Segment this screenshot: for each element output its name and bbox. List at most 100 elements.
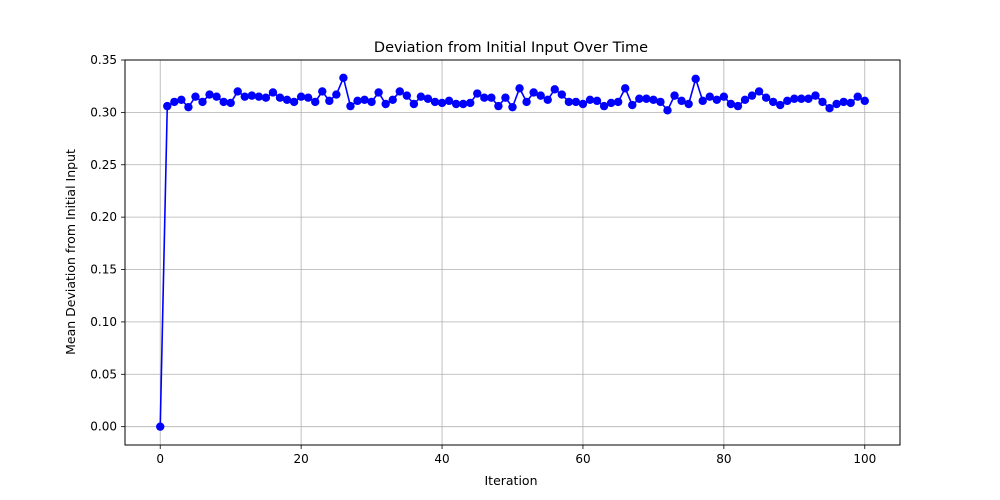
data-point <box>480 93 489 102</box>
y-tick-label: 0.05 <box>90 367 117 381</box>
data-point <box>670 91 679 100</box>
data-point <box>818 97 827 107</box>
data-point <box>381 99 390 109</box>
data-point <box>494 101 503 111</box>
data-point <box>606 98 616 108</box>
data-point <box>458 99 468 109</box>
data-point <box>451 99 461 109</box>
data-point <box>325 96 334 106</box>
y-tick-label: 0.15 <box>90 263 117 277</box>
data-point <box>261 93 271 102</box>
data-point <box>191 92 200 101</box>
data-point <box>790 94 799 103</box>
data-point <box>163 101 172 111</box>
y-tick-label: 0.20 <box>90 210 117 224</box>
data-point <box>740 95 750 105</box>
y-axis-label: Mean Deviation from Initial Input <box>63 149 78 355</box>
y-tick-label: 0.30 <box>90 105 117 119</box>
x-tick-label: 0 <box>156 452 164 466</box>
data-point <box>783 96 792 106</box>
data-point <box>621 84 630 93</box>
data-point <box>529 88 538 97</box>
y-tick-label: 0.35 <box>90 53 117 67</box>
data-point <box>487 93 496 102</box>
data-point <box>698 96 707 106</box>
data-point <box>571 97 581 107</box>
data-point <box>374 88 383 97</box>
data-point <box>585 95 595 105</box>
x-tick-label: 40 <box>434 452 449 466</box>
x-axis-label: Iteration <box>484 473 537 488</box>
data-point <box>184 102 193 112</box>
data-point <box>684 99 693 109</box>
data-point <box>592 96 602 106</box>
data-point <box>473 89 482 98</box>
y-axis-ticks: 0.00 0.05 0.10 0.15 0.20 0.25 0.30 0.35 <box>90 53 125 434</box>
data-point <box>768 97 778 107</box>
data-point <box>712 95 722 105</box>
data-point <box>177 95 186 105</box>
data-point <box>501 93 510 102</box>
data-point <box>776 100 785 110</box>
x-tick-label: 80 <box>716 452 731 466</box>
data-point <box>311 97 320 107</box>
x-tick-label: 100 <box>853 452 876 466</box>
data-point <box>691 74 700 84</box>
data-point <box>663 106 672 115</box>
data-point <box>804 94 813 103</box>
data-point <box>747 91 757 100</box>
data-point <box>409 99 419 109</box>
data-point <box>642 94 651 103</box>
data-point <box>353 96 362 106</box>
data-point <box>275 93 285 102</box>
data-point <box>726 99 736 109</box>
data-point <box>247 91 257 100</box>
data-point <box>346 101 355 111</box>
data-point <box>219 97 228 107</box>
data-point <box>430 97 440 107</box>
data-point <box>557 90 567 99</box>
data-point <box>599 101 609 111</box>
data-point <box>754 87 764 96</box>
data-point <box>515 84 524 93</box>
data-point <box>649 95 658 105</box>
data-point <box>508 102 517 112</box>
plot-frame <box>124 59 901 446</box>
data-point <box>212 92 221 101</box>
data-point <box>233 87 242 96</box>
data-point <box>719 92 729 101</box>
data-point <box>628 100 637 110</box>
data-point <box>846 98 855 108</box>
data-point <box>282 95 292 105</box>
data-point <box>536 91 545 100</box>
data-point <box>811 91 820 100</box>
data-point <box>423 94 433 103</box>
data-point <box>198 97 207 107</box>
data-point <box>156 422 165 431</box>
data-point <box>797 94 806 103</box>
data-point <box>564 97 574 107</box>
data-point <box>839 97 848 107</box>
data-point <box>635 94 644 103</box>
y-tick-label: 0.10 <box>90 315 117 329</box>
data-point <box>466 98 475 108</box>
data-point <box>705 92 714 101</box>
data-point <box>303 93 313 102</box>
data-point <box>416 92 426 101</box>
data-point <box>367 97 376 107</box>
data-point <box>240 92 249 101</box>
data-point <box>437 98 447 108</box>
data-point <box>550 85 559 94</box>
chart-title: Deviation from Initial Input Over Time <box>374 40 648 56</box>
data-point <box>226 98 235 108</box>
x-axis-ticks: 0 20 40 60 80 100 <box>156 445 876 466</box>
data-point <box>388 95 397 105</box>
data-point <box>289 97 299 107</box>
x-tick-label: 20 <box>293 452 308 466</box>
data-point <box>853 92 862 101</box>
data-point <box>578 99 588 109</box>
data-point <box>761 93 771 102</box>
data-point <box>205 90 214 99</box>
